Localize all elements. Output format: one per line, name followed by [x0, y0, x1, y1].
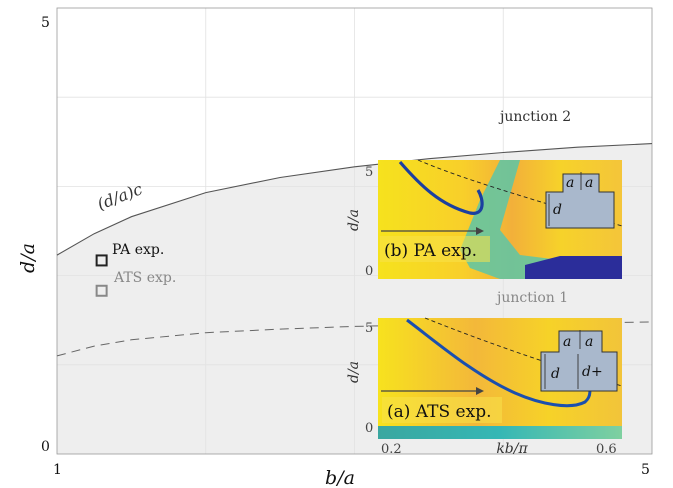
inset-pa-d-label: d [553, 202, 562, 218]
legend: PA exp. ATS exp. [95, 242, 176, 297]
pa-exp-marker [95, 254, 108, 267]
inset-pa-y-tick-top: 5 [365, 165, 373, 180]
y-axis-label: d/a [17, 243, 39, 273]
inset-ats-x-tick-left: 0.2 [381, 442, 402, 457]
inset-ats-y-tick-bottom: 0 [365, 421, 373, 436]
y-tick-bottom: 0 [41, 439, 50, 455]
inset-pa-y-tick-bottom: 0 [365, 264, 373, 279]
inset-ats-title-box [382, 397, 502, 423]
inset-ats-dplus-label: d+ [582, 364, 603, 380]
inset-pa-title-box [380, 236, 490, 262]
inset-pa-arrowhead [476, 227, 484, 235]
inset-pa-a-label-2: a [585, 175, 593, 191]
y-tick-top: 5 [41, 15, 50, 31]
inset-pa-resonance-curve [398, 160, 484, 215]
axis-ticks: 5 0 1 5 [41, 15, 650, 478]
x-tick-left: 1 [53, 462, 62, 478]
inset-ats-x-tick-right: 0.6 [596, 442, 617, 457]
inset-pa-y-label: d/a [346, 209, 362, 231]
x-axis-label: b/a [325, 467, 355, 488]
junction-2-line [56, 143, 653, 256]
junction-2-label: junction 2 [498, 109, 571, 125]
inset-ats-a-label-1: a [563, 334, 571, 350]
inset-ats-resonance-curve [406, 318, 592, 408]
inset-ats: (a) ATS exp. 5 0 d/a 0.2 0.6 kb/π a a d … [346, 317, 623, 457]
inset-pa-title: (b) PA exp. [384, 241, 477, 261]
ats-exp-label: ATS exp. [113, 270, 176, 286]
plot-frame [56, 7, 653, 455]
inset-ats-d-label: d [551, 366, 560, 382]
junction-1-label: junction 1 [495, 290, 568, 306]
pa-exp-label: PA exp. [112, 242, 164, 258]
inset-pa-waveguide [545, 173, 615, 229]
inset-ats-y-tick-top: 5 [365, 321, 373, 336]
inset-ats-a-label-2: a [585, 334, 593, 350]
inset-pa: (b) PA exp. 5 0 d/a a a d [346, 159, 623, 279]
x-tick-right: 5 [641, 462, 650, 478]
inset-ats-waveguide [540, 330, 618, 392]
inset-pa-a-label-1: a [566, 175, 574, 191]
inset-ats-y-label: d/a [346, 361, 362, 383]
inset-ats-bottom-band [378, 426, 622, 439]
inset-ats-x-label: kb/π [496, 441, 528, 457]
inset-ats-title: (a) ATS exp. [387, 402, 491, 422]
inset-ats-arrowhead [476, 387, 484, 395]
inset-pa-dark-region [525, 256, 622, 279]
ats-exp-marker [95, 284, 108, 297]
